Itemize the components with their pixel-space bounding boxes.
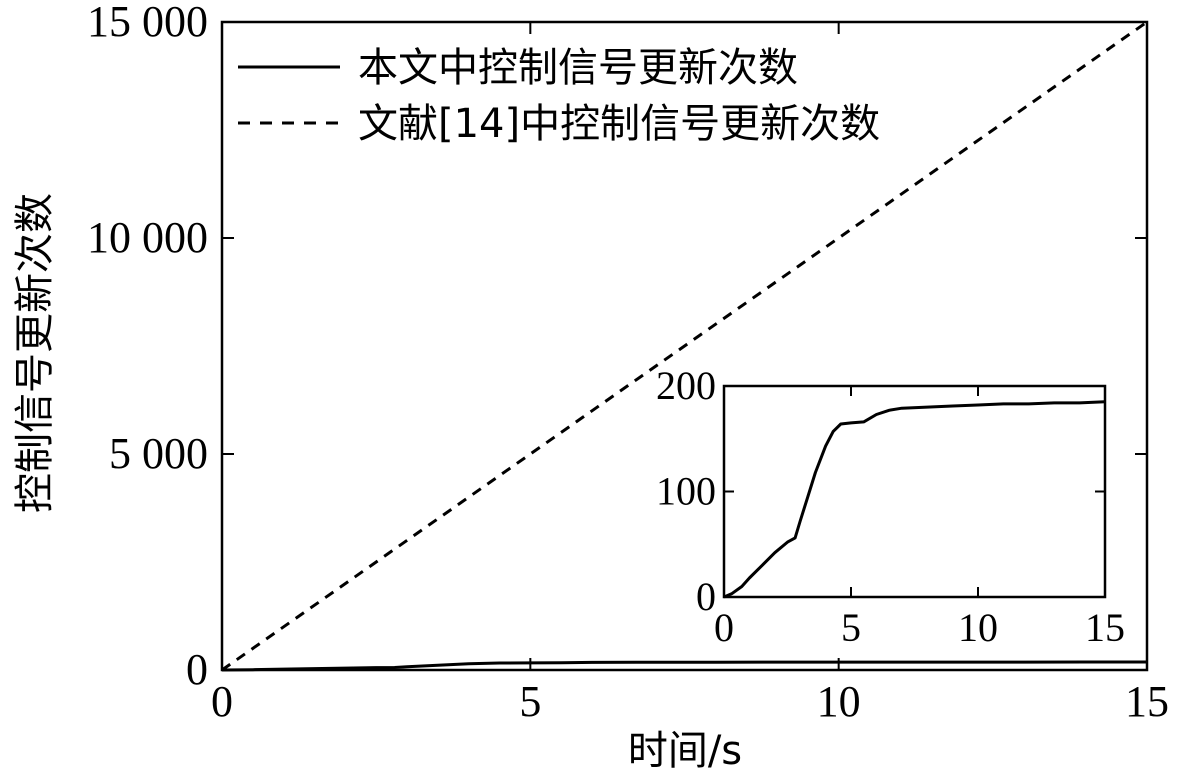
x-axis-title: 时间/s: [628, 728, 742, 774]
main-series-group: [221, 20, 1148, 672]
main-y-tick-label: 0: [186, 645, 208, 694]
main-x-tick-label: 0: [211, 677, 233, 726]
inset-y-tick-label: 0: [696, 574, 716, 619]
main-x-tick-label: 5: [519, 677, 541, 726]
main-series-line-1: [221, 20, 1148, 672]
inset-x-tick-label: 5: [841, 605, 861, 650]
inset-axes-box: [722, 384, 1107, 599]
inset-series-group: [723, 400, 1106, 599]
main-x-tick-label: 10: [817, 677, 861, 726]
main-y-tick-label: 10 000: [87, 213, 208, 262]
inset-x-tick-label: 15: [1085, 605, 1125, 650]
main-y-tick-label: 15 000: [87, 0, 208, 46]
main-plot-frame: [220, 20, 1149, 672]
legend-label-1: 文献[14]中控制信号更新次数: [358, 101, 880, 147]
main-axes-box: [220, 20, 1149, 672]
inset-y-tick-label: 100: [656, 469, 716, 514]
inset-plot-frame: [722, 384, 1107, 599]
inset-x-tick-label: 0: [714, 605, 734, 650]
inset-y-tick-label: 200: [656, 363, 716, 408]
main-axis-ticks: 0 5 10 15 0 5 000 10 000 15 000: [87, 0, 1169, 726]
main-x-tick-label: 15: [1125, 677, 1169, 726]
main-y-tick-label: 5 000: [109, 429, 208, 478]
legend-label-0: 本文中控制信号更新次数: [358, 45, 798, 91]
inset-x-tick-label: 10: [958, 605, 998, 650]
y-axis-title: 控制信号更新次数: [12, 193, 58, 513]
inset-series-line-0: [723, 400, 1106, 599]
main-series-line-0: [221, 660, 1147, 672]
inset-axis-ticks: 0 5 10 15 0 100 200: [656, 363, 1125, 650]
